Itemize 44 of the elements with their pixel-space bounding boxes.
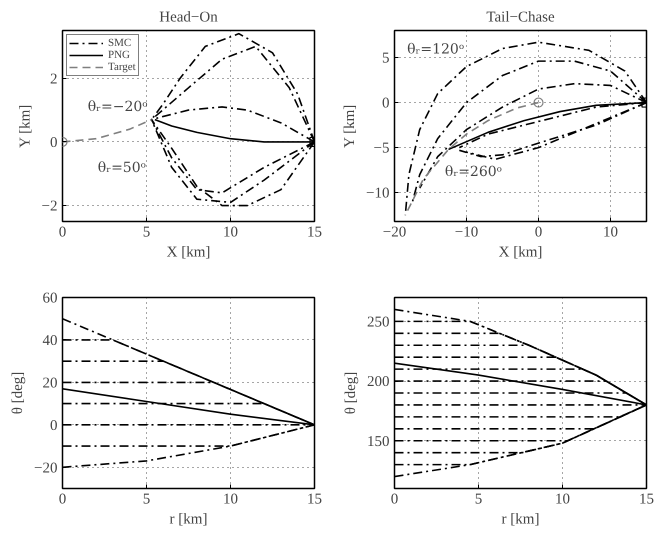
y-axis-title: Y [km]	[342, 104, 358, 148]
x-axis-title: r [km]	[170, 512, 208, 528]
y-axis-title: Y [km]	[18, 104, 34, 148]
y-tick-label: −5	[374, 140, 390, 157]
y-tick-label: 2	[50, 71, 58, 88]
y-tick-label: 200	[367, 374, 390, 390]
chart-title: Tail−Chase	[486, 10, 555, 26]
x-tick-label: 10	[223, 224, 238, 240]
y-tick-label: 0	[382, 96, 390, 112]
y-tick-label: 40	[42, 332, 58, 349]
x-tick-label: 10	[555, 492, 570, 508]
x-tick-label: −10	[454, 224, 478, 240]
y-tick-label: −10	[366, 186, 390, 202]
x-tick-label: 5	[142, 492, 150, 508]
annotation: θᵣ=−20ᵒ	[88, 98, 148, 115]
legend-label: PNG	[108, 49, 130, 61]
chart-title: Head−On	[159, 10, 218, 26]
y-axis-title: θ [deg]	[10, 372, 26, 414]
y-tick-label: 5	[382, 50, 390, 67]
y-tick-label: 20	[42, 375, 58, 392]
x-tick-label: 5	[142, 224, 150, 240]
x-tick-label: 10	[603, 224, 618, 240]
x-axis-title: X [km]	[498, 244, 542, 260]
y-tick-label: 60	[42, 290, 58, 306]
legend-label: Target	[108, 61, 136, 73]
x-axis-title: X [km]	[166, 244, 210, 260]
y-axis-title: θ [deg]	[343, 372, 359, 414]
annotation: θᵣ=50ᵒ	[98, 160, 146, 176]
y-tick-label: 150	[367, 434, 390, 450]
x-tick-label: 5	[474, 492, 482, 508]
x-axis-title: r [km]	[502, 512, 540, 528]
x-tick-label: 0	[534, 224, 542, 240]
annotation: θᵣ=260ᵒ	[444, 164, 502, 180]
x-tick-label: 10	[223, 492, 238, 508]
x-tick-label: 15	[639, 492, 654, 508]
y-tick-label: 0	[50, 134, 58, 151]
y-tick-label: −20	[34, 460, 58, 476]
annotation: θᵣ=120ᵒ	[407, 42, 464, 58]
y-tick-label: −2	[42, 198, 58, 215]
legend-label: SMC	[108, 37, 132, 49]
x-tick-label: 15	[307, 492, 322, 508]
y-tick-label: 250	[367, 314, 390, 330]
y-tick-label: 0	[50, 418, 58, 434]
x-tick-label: 15	[307, 224, 322, 240]
